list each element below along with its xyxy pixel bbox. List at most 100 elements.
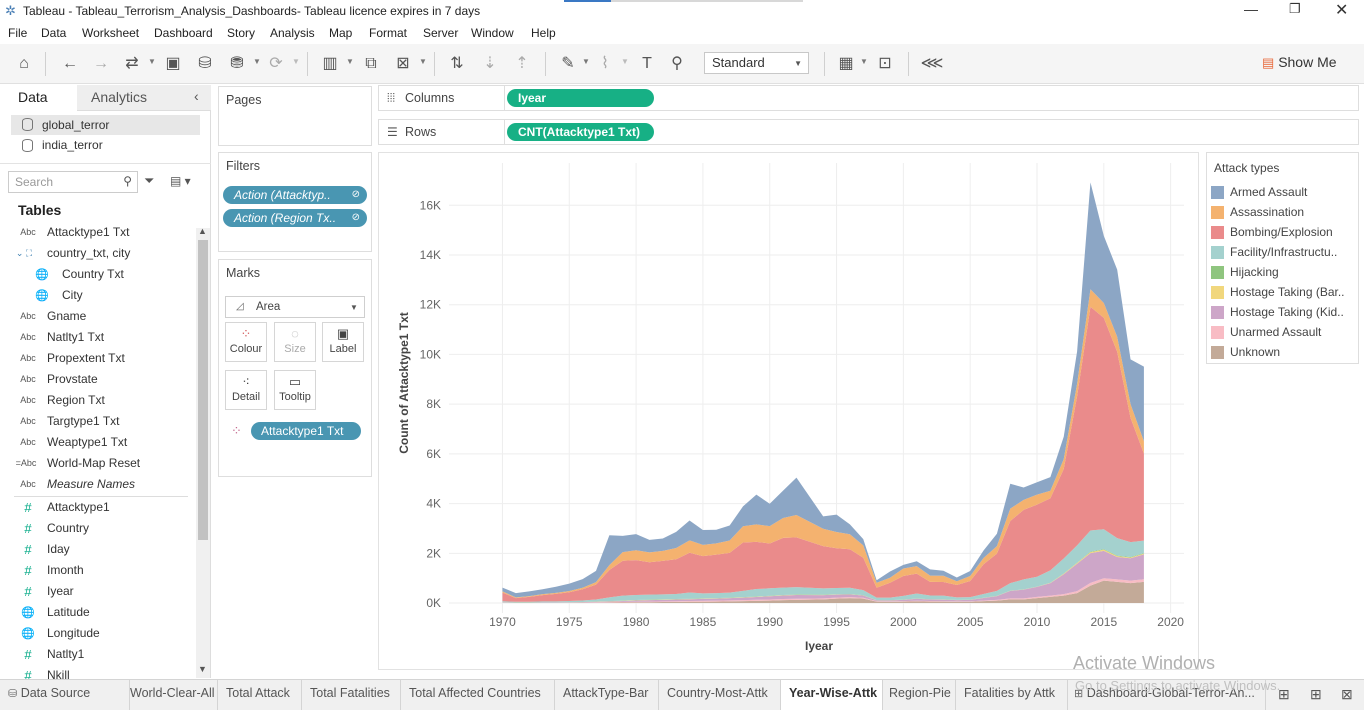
show-me-button[interactable]: ▤ Show Me — [1262, 54, 1337, 71]
tooltip-button[interactable]: ▭ Tooltip — [274, 370, 316, 410]
data-source-item[interactable] — [11, 115, 200, 135]
filter-icon[interactable]: ⏷ — [144, 173, 155, 188]
field-item[interactable]: Measure Names — [47, 477, 136, 491]
save-icon[interactable]: ▣ — [165, 55, 181, 72]
menu-dashboard[interactable]: Dashboard — [154, 26, 213, 40]
filter-pill[interactable]: Action (Attacktyp.. ⊘ — [223, 186, 367, 204]
pages-card[interactable]: Pages — [218, 86, 372, 146]
tab-attacktype-bar[interactable]: AttackType-Bar — [555, 680, 659, 710]
menu-help[interactable]: Help — [531, 26, 556, 40]
sort-ascending-icon[interactable]: ⇣ — [483, 55, 497, 72]
new-dashboard-icon[interactable]: ⊞ — [1310, 686, 1322, 702]
presentation-mode-icon[interactable]: ⊡ — [878, 55, 892, 72]
field-item[interactable]: Targtype1 Txt — [47, 414, 120, 428]
legend-item[interactable]: Unknown — [1211, 343, 1359, 363]
menu-worksheet[interactable]: Worksheet — [82, 26, 140, 40]
new-worksheet-icon[interactable]: ⊞ — [1278, 686, 1290, 702]
scroll-down-icon[interactable]: ▼ — [198, 664, 207, 674]
field-item[interactable]: Imonth — [47, 563, 84, 577]
color-legend[interactable]: Attack types Armed Assault Assassination B… — [1206, 152, 1359, 364]
new-story-icon[interactable]: ⊠ — [1341, 686, 1353, 702]
mark-type-select[interactable]: ◿ Area ▼ — [225, 296, 365, 318]
legend-item[interactable]: Hijacking — [1211, 263, 1359, 283]
field-item[interactable]: World-Map Reset — [47, 456, 141, 470]
refresh-icon[interactable]: ⟳ — [269, 55, 283, 72]
menu-file[interactable]: File — [8, 26, 28, 40]
tab-region-pie[interactable]: Region-Pie — [883, 680, 956, 710]
mark-pill[interactable]: Attacktype1 Txt — [251, 422, 361, 440]
minimize-icon[interactable]: — — [1244, 1, 1258, 17]
replay-icon[interactable]: ⇄ — [125, 55, 139, 72]
chevron-down-icon[interactable]: ▼ — [860, 57, 868, 66]
menu-story[interactable]: Story — [227, 26, 256, 40]
data-source-name[interactable]: india_terror — [42, 138, 103, 152]
legend-item[interactable]: Assassination — [1211, 203, 1359, 223]
area-chart[interactable]: 1970 1975 1980 1985 1990 1995 2000 2005 2010 2015… — [379, 153, 1198, 669]
field-item[interactable]: Longitude — [47, 626, 100, 640]
field-item[interactable]: Latitude — [47, 605, 90, 619]
home-icon[interactable]: ⌂ — [19, 55, 29, 72]
rows-pill[interactable]: CNT(Attacktype1 Txt) — [507, 123, 654, 141]
highlight-icon[interactable]: ✎ — [561, 55, 575, 72]
pause-updates-icon[interactable]: ⛃ — [230, 55, 244, 72]
legend-item[interactable]: Armed Assault — [1211, 183, 1359, 203]
chart-view[interactable]: 1970 1975 1980 1985 1990 1995 2000 2005 2010 2015… — [378, 152, 1199, 670]
rows-shelf[interactable]: ☰ Rows CNT(Attacktype1 Txt) — [378, 119, 1359, 145]
columns-shelf[interactable]: ⦙⦙⦙ Columns Iyear — [378, 85, 1359, 111]
tab-world-clear-all[interactable]: World-Clear-All — [130, 680, 218, 710]
chevron-down-icon[interactable]: ▼ — [292, 57, 300, 66]
label-button[interactable]: ▣ Label — [322, 322, 364, 362]
sort-descending-icon[interactable]: ⇡ — [515, 55, 529, 72]
tab-total-attack[interactable]: Total Attack — [218, 680, 302, 710]
view-options-icon[interactable]: ▤ ▾ — [170, 174, 191, 188]
tab-fatalities-by-attk[interactable]: Fatalities by Attk — [956, 680, 1068, 710]
fit-select[interactable]: Standard ▼ — [704, 52, 809, 74]
tab-data[interactable]: Data — [0, 85, 77, 111]
field-item[interactable]: Provstate — [47, 372, 98, 386]
field-item[interactable]: Attacktype1 Txt — [47, 225, 130, 239]
legend-item[interactable]: Hostage Taking (Kid.. — [1211, 303, 1359, 323]
duplicate-sheet-icon[interactable]: ⧉ — [365, 55, 377, 72]
area-series[interactable] — [502, 580, 1144, 604]
tab-country-most-attk[interactable]: Country-Most-Attk — [659, 680, 781, 710]
size-button[interactable]: ◌ Size — [274, 322, 316, 362]
field-item[interactable]: Propextent Txt — [47, 351, 125, 365]
legend-item[interactable]: Facility/Infrastructu.. — [1211, 243, 1359, 263]
filter-pill[interactable]: Action (Region Tx.. ⊘ — [223, 209, 367, 227]
legend-item[interactable]: Bombing/Explosion — [1211, 223, 1359, 243]
chevron-down-icon[interactable]: ▼ — [621, 57, 629, 66]
field-item[interactable]: Country Txt — [62, 267, 124, 281]
fix-axes-icon[interactable]: ⚲ — [671, 55, 683, 72]
menu-analysis[interactable]: Analysis — [270, 26, 315, 40]
menu-window[interactable]: Window — [471, 26, 514, 40]
field-item[interactable]: Attacktype1 — [47, 500, 110, 514]
area-series[interactable] — [502, 289, 1144, 599]
clear-sheet-icon[interactable]: ⊠ — [396, 55, 410, 72]
tab-dashboard-global-terror[interactable]: ⊞ Dashboard-Global-Terror-An... — [1068, 680, 1266, 710]
close-icon[interactable]: ✕ — [1335, 2, 1349, 19]
field-item[interactable]: Natlty1 — [47, 647, 85, 661]
menu-server[interactable]: Server — [423, 26, 459, 40]
swap-rows-columns-icon[interactable]: ⇅ — [450, 55, 464, 72]
chevron-down-icon[interactable]: ▼ — [346, 57, 354, 66]
menu-data[interactable]: Data — [41, 26, 67, 40]
field-item[interactable]: Gname — [47, 309, 87, 323]
colour-button[interactable]: ⁘ Colour — [225, 322, 267, 362]
field-item[interactable]: Region Txt — [47, 393, 105, 407]
scrollbar-thumb[interactable] — [198, 240, 208, 540]
show-mark-labels-icon[interactable]: T — [642, 55, 652, 72]
field-item[interactable]: Iday — [47, 542, 70, 556]
chevron-down-icon[interactable]: ▼ — [253, 57, 261, 66]
tab-analytics[interactable]: Analytics ‹ — [77, 85, 211, 111]
chevron-down-icon[interactable]: ▼ — [419, 57, 427, 66]
field-item[interactable]: Weaptype1 Txt — [47, 435, 128, 449]
chevron-down-icon[interactable]: ▼ — [582, 57, 590, 66]
field-item[interactable]: Nkill — [47, 668, 70, 682]
field-item[interactable]: City — [62, 288, 83, 302]
tab-total-affected-countries[interactable]: Total Affected Countries — [401, 680, 555, 710]
field-item[interactable]: country_txt, city — [47, 246, 131, 260]
new-data-source-icon[interactable]: ⛁ — [198, 55, 212, 72]
tab-year-wise-attk[interactable]: Year-Wise-Attk — [781, 680, 883, 710]
legend-item[interactable]: Hostage Taking (Bar.. — [1211, 283, 1359, 303]
share-icon[interactable]: ⋘ — [920, 55, 944, 72]
